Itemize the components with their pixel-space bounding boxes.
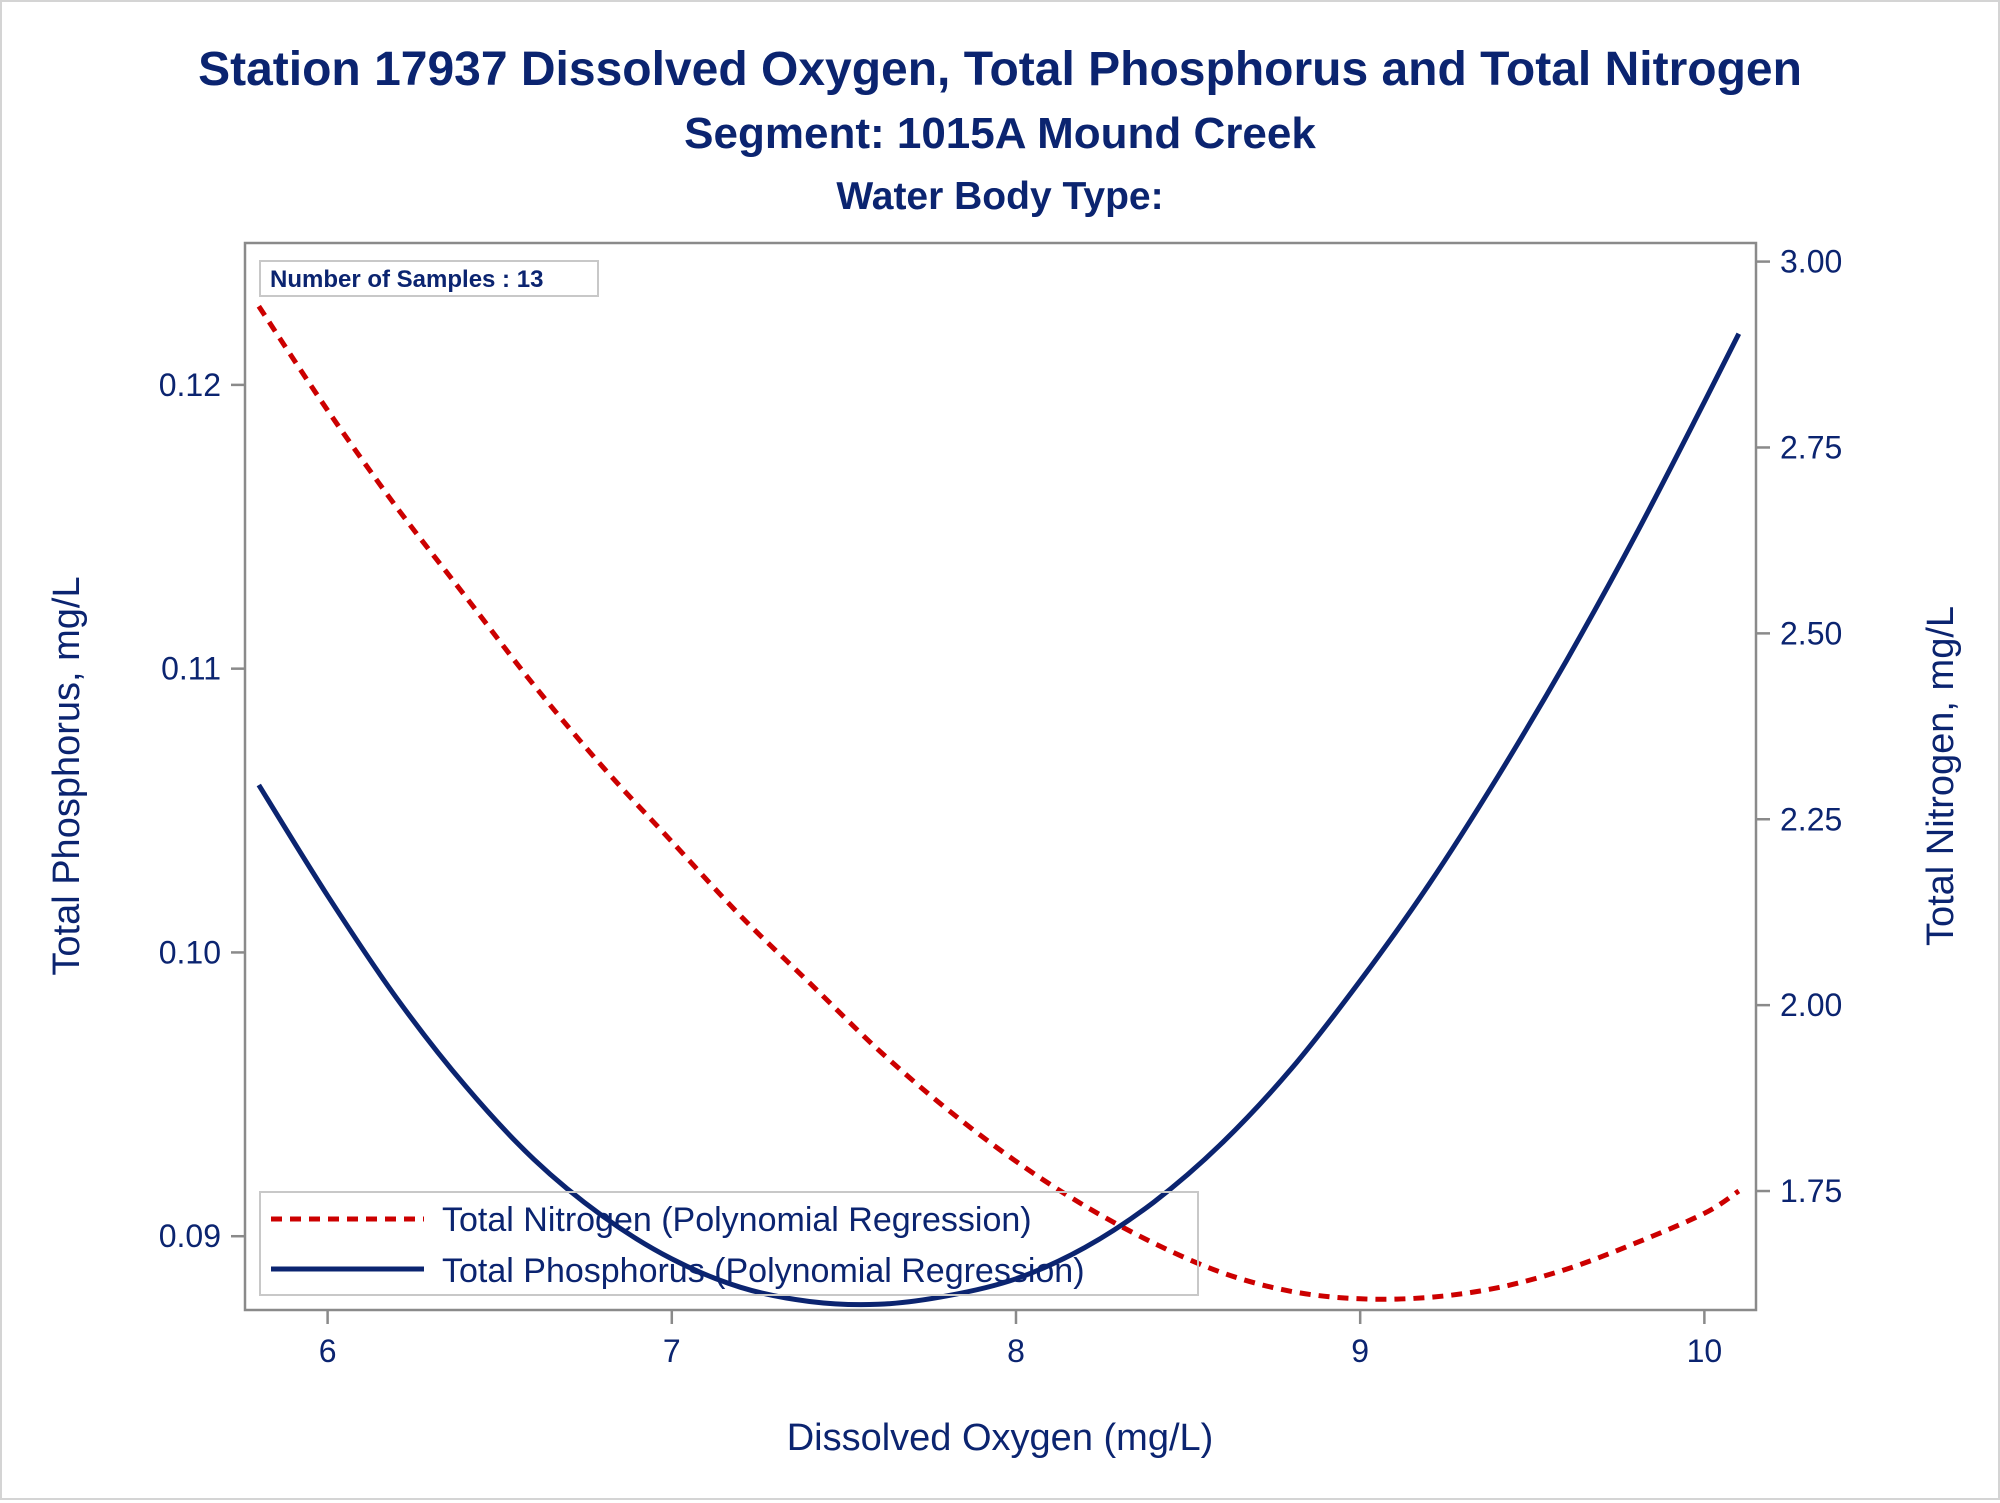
legend-border: [259, 1191, 1199, 1296]
x-tick-label: 9: [1351, 1333, 1369, 1369]
x-tick-label: 7: [663, 1333, 681, 1369]
chart-subtitle-segment: Segment: 1015A Mound Creek: [684, 109, 1316, 158]
y2-tick-label: 2.75: [1780, 429, 1842, 465]
series-layer: [256, 304, 1742, 1308]
y2-tick-label: 2.25: [1780, 801, 1842, 837]
legend: Total Nitrogen (Polynomial Regression) T…: [259, 1191, 1199, 1296]
y-tick-label: 0.12: [159, 367, 221, 403]
series-line-phosphorus: [256, 332, 1742, 1308]
y2-axis-ticks: 1.75 2.00 2.25 2.50 2.75 3.00: [1756, 244, 1842, 1209]
y-axis-ticks: 0.09 0.10 0.11 0.12: [159, 367, 245, 1254]
chart-subtitle-water-body: Water Body Type:: [836, 175, 1163, 218]
y-tick-label: 0.11: [161, 651, 221, 687]
y-axis-label: Total Phosphorus, mg/L: [46, 576, 88, 975]
samples-count-text: Number of Samples : 13: [270, 266, 543, 293]
series-line-nitrogen: [256, 304, 1741, 1302]
x-axis-label: Dissolved Oxygen (mg/L): [787, 1417, 1214, 1459]
y2-tick-label: 1.75: [1780, 1173, 1842, 1209]
x-tick-label: 10: [1687, 1333, 1723, 1369]
x-tick-label: 6: [319, 1333, 337, 1369]
plot-area: [243, 241, 1758, 1312]
x-axis-ticks: 6 7 8 9 10: [319, 1310, 1722, 1369]
y-tick-label: 0.09: [159, 1218, 221, 1254]
samples-box: Number of Samples : 13: [259, 260, 599, 297]
chart-title: Station 17937 Dissolved Oxygen, Total Ph…: [198, 43, 1802, 96]
y2-tick-label: 3.00: [1780, 244, 1842, 280]
y2-tick-label: 2.50: [1780, 615, 1842, 651]
samples-box-border: [259, 260, 599, 297]
y2-axis-label: Total Nitrogen, mg/L: [1920, 606, 1962, 946]
x-tick-label: 8: [1007, 1333, 1025, 1369]
y-tick-label: 0.10: [159, 934, 221, 970]
legend-label-nitrogen: Total Nitrogen (Polynomial Regression): [442, 1201, 1032, 1239]
y2-tick-label: 2.00: [1780, 987, 1842, 1023]
legend-label-phosphorus: Total Phosphorus (Polynomial Regression): [442, 1252, 1085, 1290]
